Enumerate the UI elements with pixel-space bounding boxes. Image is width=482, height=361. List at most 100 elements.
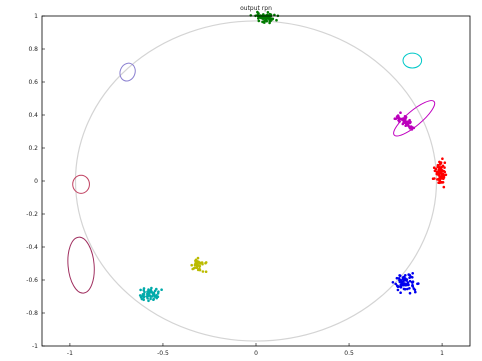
x-tick-label: 1: [440, 350, 444, 357]
data-point: [198, 264, 202, 268]
y-tick-label: 1: [34, 13, 38, 20]
data-point: [195, 260, 199, 264]
data-point: [266, 11, 270, 14]
data-point: [411, 281, 414, 284]
data-point: [399, 291, 402, 295]
data-point: [201, 270, 205, 273]
y-tick-label: 0: [34, 178, 38, 185]
data-point: [443, 161, 447, 164]
data-point: [155, 296, 158, 300]
reference-layer: [74, 20, 438, 342]
data-point: [414, 290, 417, 294]
data-point: [403, 282, 407, 285]
data-point: [408, 121, 412, 125]
data-point: [142, 287, 146, 290]
data-point: [401, 280, 405, 284]
data-point: [273, 13, 276, 17]
data-point: [153, 289, 157, 293]
data-point: [403, 115, 407, 118]
data-point: [404, 120, 407, 124]
data-point: [396, 288, 400, 292]
data-point: [198, 262, 202, 265]
data-point: [196, 264, 199, 268]
data-point: [152, 298, 155, 302]
data-point: [442, 185, 446, 189]
data-point: [141, 294, 145, 297]
data-point: [439, 171, 443, 175]
data-point: [149, 288, 153, 292]
y-tick-label: 0.2: [28, 145, 38, 152]
y-tick-label: -0.4: [26, 244, 38, 251]
data-point: [257, 19, 261, 23]
data-point: [401, 122, 405, 126]
data-point: [404, 124, 408, 127]
data-point: [408, 291, 412, 295]
y-tick-label: 0.4: [28, 112, 38, 119]
data-point: [397, 285, 401, 288]
data-point: [190, 263, 193, 267]
data-point: [257, 12, 260, 15]
data-point: [408, 276, 411, 280]
x-tick-label: 0: [254, 350, 258, 357]
data-point: [261, 20, 264, 24]
data-point: [139, 288, 142, 292]
point-layer: [138, 10, 448, 303]
data-point: [417, 282, 420, 285]
data-point: [442, 176, 446, 179]
covariance-ellipse: [393, 100, 436, 137]
data-point: [261, 16, 264, 20]
data-point: [196, 256, 200, 260]
axis-ticks: -1 -0.5 0 0.5 1 -1 -0.8 -0.6 -0.4 -0.2 0 0.2 0.4 0.6 0…: [26, 13, 444, 357]
data-point: [438, 178, 442, 181]
data-point: [413, 288, 417, 292]
data-point: [405, 282, 409, 286]
data-point: [442, 170, 446, 173]
data-point: [405, 279, 408, 282]
data-point: [408, 279, 412, 283]
data-point: [410, 128, 414, 131]
data-point: [401, 117, 405, 120]
y-tick-label: 0.8: [28, 46, 38, 53]
data-point: [437, 170, 440, 173]
data-point: [408, 287, 411, 290]
data-point: [406, 287, 409, 291]
data-point: [147, 290, 150, 293]
x-tick-label: -1: [67, 350, 73, 357]
data-point: [143, 290, 146, 294]
data-point: [194, 263, 197, 266]
data-point: [259, 14, 262, 17]
data-point: [395, 276, 399, 280]
data-point: [397, 117, 401, 121]
covariance-ellipse: [402, 52, 423, 69]
data-point: [204, 261, 208, 264]
data-point: [268, 21, 271, 25]
data-point: [265, 19, 269, 23]
data-point: [204, 270, 208, 274]
data-point: [149, 297, 152, 301]
data-point: [196, 268, 200, 272]
data-point: [401, 276, 405, 280]
data-point: [399, 278, 403, 282]
data-point: [408, 273, 412, 277]
data-point: [155, 294, 158, 297]
data-point: [411, 276, 414, 279]
data-point: [152, 293, 155, 297]
ellipse-layer: [67, 52, 436, 294]
data-point: [411, 283, 414, 287]
data-point: [395, 115, 399, 118]
data-point: [142, 298, 145, 302]
data-point: [394, 282, 398, 286]
data-point: [443, 166, 446, 169]
data-point: [160, 288, 163, 292]
data-point: [268, 19, 271, 23]
data-point: [269, 13, 273, 16]
y-tick-label: 0.6: [28, 79, 38, 86]
data-point: [200, 261, 204, 265]
data-point: [441, 157, 444, 160]
data-point: [404, 277, 407, 280]
data-point: [271, 17, 275, 21]
data-point: [434, 167, 438, 171]
data-point: [444, 173, 448, 177]
data-point: [411, 272, 415, 275]
data-point: [267, 17, 271, 21]
